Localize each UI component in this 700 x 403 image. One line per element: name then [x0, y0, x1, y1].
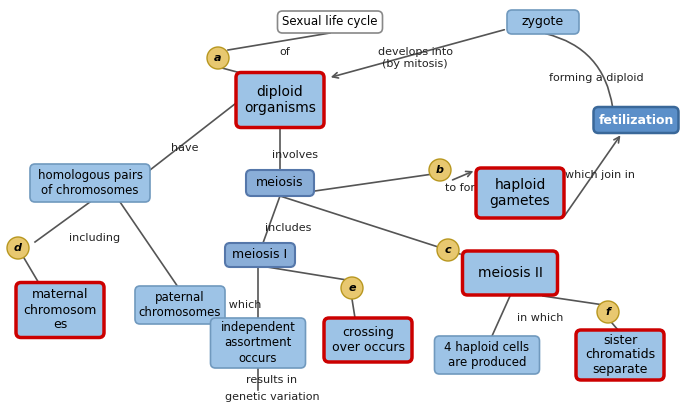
- Text: results in: results in: [246, 375, 298, 385]
- Circle shape: [429, 159, 451, 181]
- Text: b: b: [436, 165, 444, 175]
- Text: to form: to form: [444, 183, 485, 193]
- FancyBboxPatch shape: [246, 170, 314, 196]
- FancyBboxPatch shape: [30, 164, 150, 202]
- Text: maternal
chromosom
es: maternal chromosom es: [23, 289, 97, 332]
- Circle shape: [597, 301, 619, 323]
- Circle shape: [7, 237, 29, 259]
- Text: homologous pairs
of chromosomes: homologous pairs of chromosomes: [38, 169, 143, 197]
- Text: haploid
gametes: haploid gametes: [490, 178, 550, 208]
- Text: fetilization: fetilization: [598, 114, 673, 127]
- Text: sister
chromatids
separate: sister chromatids separate: [585, 334, 655, 376]
- Circle shape: [437, 239, 459, 261]
- Text: d: d: [14, 243, 22, 253]
- Text: paternal
chromosomes: paternal chromosomes: [139, 291, 221, 319]
- Text: Sexual life cycle: Sexual life cycle: [282, 15, 378, 29]
- Text: includes: includes: [265, 223, 312, 233]
- FancyBboxPatch shape: [463, 251, 557, 295]
- Text: genetic variation: genetic variation: [225, 392, 319, 402]
- FancyBboxPatch shape: [225, 243, 295, 267]
- FancyBboxPatch shape: [16, 283, 104, 337]
- FancyBboxPatch shape: [435, 336, 540, 374]
- Text: diploid
organisms: diploid organisms: [244, 85, 316, 115]
- Text: in which: in which: [517, 313, 564, 323]
- Text: independent
assortment
occurs: independent assortment occurs: [220, 322, 295, 364]
- Text: forming a diploid: forming a diploid: [549, 73, 643, 83]
- Circle shape: [341, 277, 363, 299]
- FancyBboxPatch shape: [236, 73, 324, 127]
- Text: including: including: [69, 233, 120, 243]
- Text: c: c: [444, 245, 452, 255]
- Circle shape: [207, 47, 229, 69]
- FancyBboxPatch shape: [211, 318, 305, 368]
- Text: meiosis: meiosis: [256, 177, 304, 189]
- Text: crossing
over occurs: crossing over occurs: [332, 326, 405, 354]
- Text: involves: involves: [272, 150, 318, 160]
- Text: in which: in which: [215, 300, 261, 310]
- Text: e: e: [349, 283, 356, 293]
- FancyBboxPatch shape: [594, 107, 678, 133]
- FancyBboxPatch shape: [576, 330, 664, 380]
- FancyBboxPatch shape: [476, 168, 564, 218]
- Text: a: a: [214, 53, 222, 63]
- FancyBboxPatch shape: [277, 11, 382, 33]
- FancyBboxPatch shape: [507, 10, 579, 34]
- Text: f: f: [606, 307, 610, 317]
- Text: develops into
(by mitosis): develops into (by mitosis): [377, 47, 452, 69]
- Text: 4 haploid cells
are produced: 4 haploid cells are produced: [444, 341, 530, 369]
- FancyBboxPatch shape: [135, 286, 225, 324]
- Text: of: of: [279, 47, 290, 57]
- Text: which join in: which join in: [565, 170, 635, 180]
- FancyBboxPatch shape: [324, 318, 412, 362]
- Text: have: have: [172, 143, 199, 153]
- Text: zygote: zygote: [522, 15, 564, 29]
- Text: meiosis I: meiosis I: [232, 249, 288, 262]
- Text: meiosis II: meiosis II: [477, 266, 542, 280]
